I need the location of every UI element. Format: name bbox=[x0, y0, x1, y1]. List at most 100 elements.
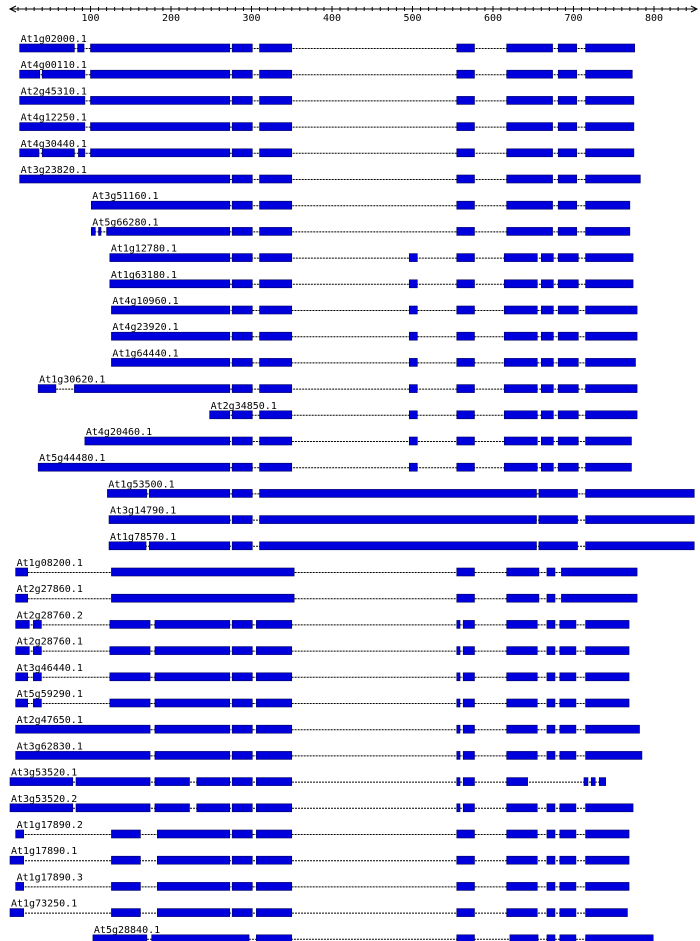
exon bbox=[540, 436, 554, 446]
exon bbox=[157, 882, 231, 891]
gene-row: At1g73250.1 bbox=[9, 899, 628, 917]
exon bbox=[77, 43, 85, 53]
gene-row: At2g34850.1 bbox=[209, 401, 638, 420]
exon bbox=[33, 698, 42, 708]
exon bbox=[559, 698, 577, 708]
exon bbox=[75, 803, 151, 813]
gene-name: At2g34850.1 bbox=[211, 401, 277, 412]
exon bbox=[462, 777, 475, 786]
exon bbox=[585, 227, 631, 236]
exon bbox=[231, 305, 253, 315]
axis-tick-label: 800 bbox=[645, 13, 663, 24]
exon bbox=[231, 882, 253, 891]
exon bbox=[585, 462, 632, 472]
exon bbox=[456, 410, 475, 420]
exon bbox=[256, 882, 293, 891]
exon bbox=[557, 43, 578, 53]
gene-row: At3g14790.1 bbox=[108, 506, 695, 524]
exon bbox=[37, 462, 231, 472]
exon bbox=[107, 489, 148, 498]
exon bbox=[408, 331, 418, 341]
exon bbox=[540, 279, 554, 289]
exon bbox=[557, 122, 578, 131]
exon bbox=[546, 698, 556, 708]
exon bbox=[111, 305, 231, 315]
exon bbox=[585, 148, 635, 158]
exon bbox=[408, 279, 418, 289]
exon bbox=[557, 331, 579, 341]
exon bbox=[506, 96, 553, 105]
axis-tick-label: 200 bbox=[162, 13, 180, 24]
gene-row: At2g45310.1 bbox=[19, 86, 635, 105]
exon bbox=[585, 541, 695, 551]
exon bbox=[111, 593, 295, 603]
exon bbox=[157, 855, 231, 865]
exon bbox=[456, 122, 475, 131]
exon bbox=[456, 253, 475, 262]
exon bbox=[585, 855, 630, 865]
gene-name: At4g10960.1 bbox=[112, 296, 178, 307]
exon bbox=[559, 646, 577, 655]
exon bbox=[231, 489, 253, 498]
exon bbox=[41, 69, 86, 79]
gene-row: At4g23920.1 bbox=[111, 322, 638, 341]
exon bbox=[561, 593, 638, 603]
exon bbox=[109, 253, 231, 262]
exon bbox=[546, 751, 556, 760]
exon bbox=[90, 43, 231, 53]
exon bbox=[33, 646, 42, 655]
gene-name: At1g53500.1 bbox=[108, 479, 174, 490]
exon bbox=[557, 227, 578, 236]
exon bbox=[456, 331, 475, 341]
exon bbox=[231, 279, 253, 289]
exon bbox=[259, 200, 293, 210]
exon bbox=[540, 410, 554, 420]
gene-name: At4g30440.1 bbox=[21, 139, 87, 150]
exon bbox=[231, 620, 253, 629]
exon bbox=[585, 698, 630, 708]
exon bbox=[148, 541, 231, 551]
exon bbox=[78, 148, 86, 158]
gene-row: At2g28760.2 bbox=[15, 610, 630, 629]
exon bbox=[231, 829, 253, 839]
exon bbox=[111, 908, 141, 917]
exon bbox=[585, 358, 636, 367]
exon bbox=[559, 751, 577, 760]
exon bbox=[74, 384, 231, 393]
exon bbox=[585, 646, 630, 655]
exon bbox=[259, 384, 293, 393]
exon bbox=[506, 882, 538, 891]
gene-name: At1g73250.1 bbox=[11, 899, 77, 910]
exon bbox=[259, 410, 293, 420]
gene-row: At5g28840.1 bbox=[92, 925, 654, 941]
gene-row: At1g17890.2 bbox=[15, 820, 630, 839]
exon bbox=[231, 724, 253, 734]
exon bbox=[506, 777, 528, 786]
axis-tick-label: 300 bbox=[242, 13, 260, 24]
exon bbox=[503, 305, 538, 315]
exon bbox=[15, 646, 30, 655]
gene-name: At2g47650.1 bbox=[17, 715, 83, 726]
exon bbox=[506, 751, 538, 760]
exon bbox=[90, 122, 231, 131]
exon bbox=[456, 882, 475, 891]
exon bbox=[151, 934, 250, 941]
exon bbox=[557, 305, 579, 315]
exon bbox=[231, 855, 253, 865]
axis-tick-label: 500 bbox=[403, 13, 421, 24]
exon bbox=[256, 620, 293, 629]
exon bbox=[456, 358, 475, 367]
exon bbox=[154, 620, 231, 629]
exon bbox=[231, 122, 253, 131]
gene-name: At1g12780.1 bbox=[111, 244, 177, 255]
exon bbox=[585, 882, 630, 891]
exon bbox=[259, 227, 293, 236]
gene-row: At4g20460.1 bbox=[84, 427, 632, 446]
exon bbox=[557, 279, 579, 289]
exon bbox=[561, 567, 638, 577]
exon bbox=[506, 855, 538, 865]
gene-row: At5g44480.1 bbox=[37, 453, 632, 472]
gene-row: At1g30620.1 bbox=[37, 375, 638, 393]
exon bbox=[456, 934, 475, 941]
